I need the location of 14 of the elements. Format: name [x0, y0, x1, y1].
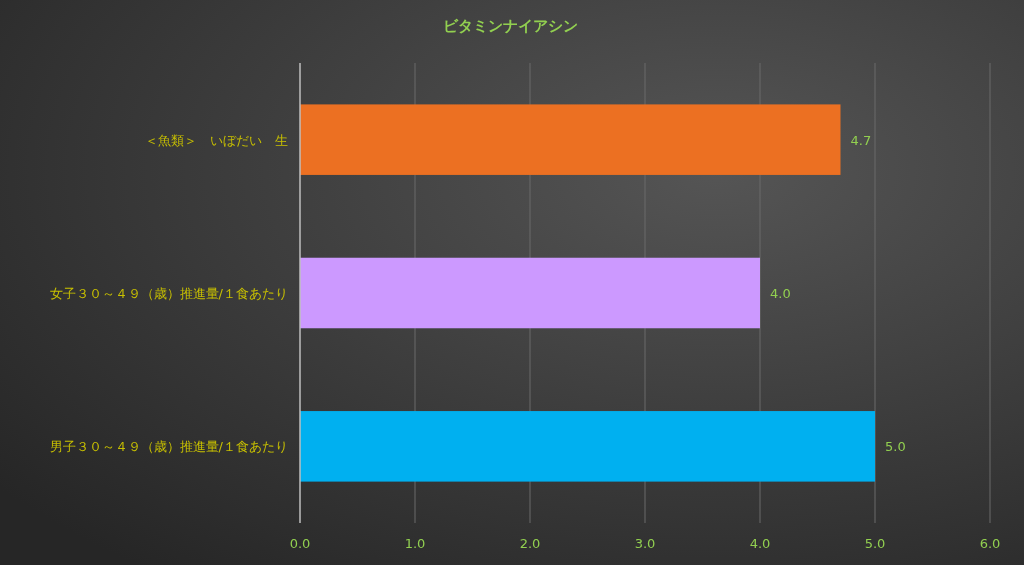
x-tick-label: 6.0 [979, 536, 1001, 551]
x-tick-label: 2.0 [519, 536, 541, 551]
data-label: 4.7 [850, 132, 872, 148]
y-tick-label: 男子３０～４９（歳）推進量/１食あたり [49, 439, 288, 455]
chart-title: ビタミンナイアシン [442, 17, 578, 35]
data-label: 4.0 [770, 286, 791, 301]
x-tick-label: 5.0 [864, 536, 886, 551]
y-tick-label: 女子３０～４９（歳）推進量/１食あたり [49, 286, 288, 301]
x-tick-label: 4.0 [749, 536, 771, 551]
x-tick-label: 0.0 [289, 536, 311, 551]
y-tick-label: ＜魚類＞ いぼだい 生 [145, 132, 288, 148]
x-tick-label: 3.0 [634, 536, 656, 551]
data-label: 5.0 [885, 439, 906, 455]
x-tick-label: 1.0 [404, 536, 426, 551]
